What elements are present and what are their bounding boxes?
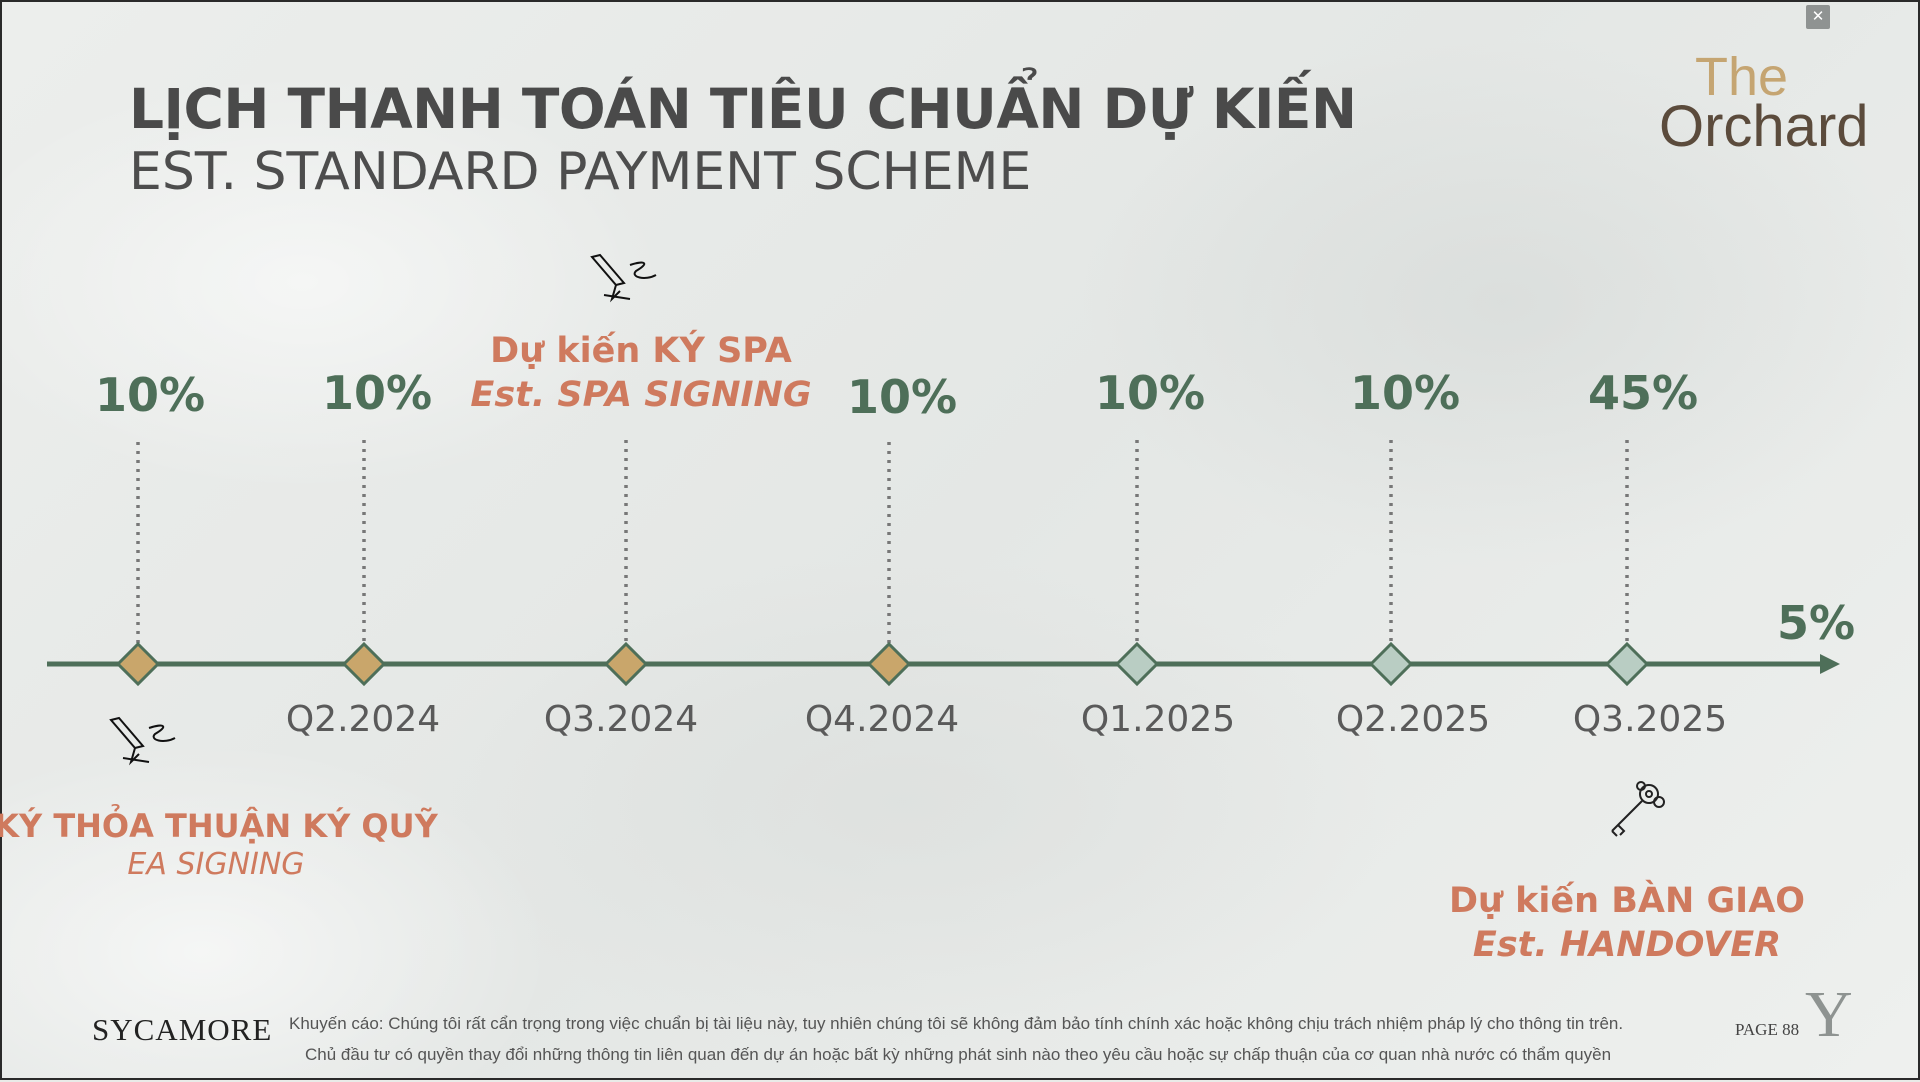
page-number: PAGE 88 — [1735, 1020, 1800, 1039]
quarter-label: Q2.2024 — [285, 699, 441, 740]
payment-percent: 10% — [1349, 366, 1461, 420]
milestone-handover: Dự kiến BÀN GIAO Est. HANDOVER — [1449, 881, 1805, 965]
payment-percent: 45% — [1587, 366, 1699, 420]
signature-icon — [109, 716, 176, 766]
quarter-label: Q2.2025 — [1335, 699, 1491, 740]
y-logo: Y — [1805, 978, 1853, 1051]
disclaimer-line: Khuyến cáo: Chúng tôi rất cẩn trọng tron… — [289, 1014, 1624, 1033]
milestone-ea-en: EA SIGNING — [127, 847, 305, 882]
timeline-line — [47, 654, 1840, 674]
signature-icon — [590, 253, 657, 303]
milestone-marker — [1368, 641, 1414, 687]
disclaimer-line: Chủ đầu tư có quyền thay đổi những thông… — [305, 1045, 1612, 1064]
milestone-ea: KÝ THỎA THUẬN KÝ QUỸ EA SIGNING — [0, 807, 438, 882]
page-title-vn: LỊCH THANH TOÁN TIÊU CHUẨN DỰ KIẾN — [129, 77, 1357, 141]
disclaimer: Khuyến cáo: Chúng tôi rất cẩn trọng tron… — [289, 1008, 1709, 1070]
brand-logo-orchard: Orchard — [1659, 94, 1869, 159]
payment-percent: 10% — [94, 368, 206, 422]
collapse-icon[interactable]: ✕ — [1806, 5, 1830, 29]
milestone-spa-vn: Dự kiến KÝ SPA — [490, 331, 792, 371]
sycamore-logo: SYCAMORE — [92, 1012, 273, 1047]
milestone-marker — [115, 641, 161, 687]
quarter-label: Q4.2024 — [804, 699, 960, 740]
milestone-handover-en: Est. HANDOVER — [1472, 925, 1782, 965]
milestone-marker — [603, 641, 649, 687]
timeline-arrowhead — [1820, 654, 1840, 674]
quarter-label: Q3.2024 — [543, 699, 699, 740]
payment-percent: 10% — [1094, 366, 1206, 420]
milestone-handover-vn: Dự kiến BÀN GIAO — [1448, 881, 1806, 921]
payment-percent: 10% — [846, 370, 958, 424]
milestone-marker — [1604, 641, 1650, 687]
page-title-en: EST. STANDARD PAYMENT SCHEME — [129, 142, 1032, 202]
quarter-label: Q3.2025 — [1572, 699, 1728, 740]
brand-logo-the: The — [1695, 47, 1789, 107]
milestone-marker — [866, 641, 912, 687]
final-percent: 5% — [1776, 596, 1856, 650]
milestone-marker — [341, 641, 387, 687]
quarter-label: Q1.2025 — [1080, 699, 1236, 740]
milestone-ea-vn: KÝ THỎA THUẬN KÝ QUỸ — [0, 807, 438, 845]
payment-percent: 10% — [321, 366, 433, 420]
milestone-spa: Dự kiến KÝ SPA Est. SPA SIGNING — [470, 331, 811, 415]
milestone-spa-en: Est. SPA SIGNING — [470, 375, 812, 415]
milestone-marker — [1114, 641, 1160, 687]
key-icon — [1611, 781, 1665, 837]
